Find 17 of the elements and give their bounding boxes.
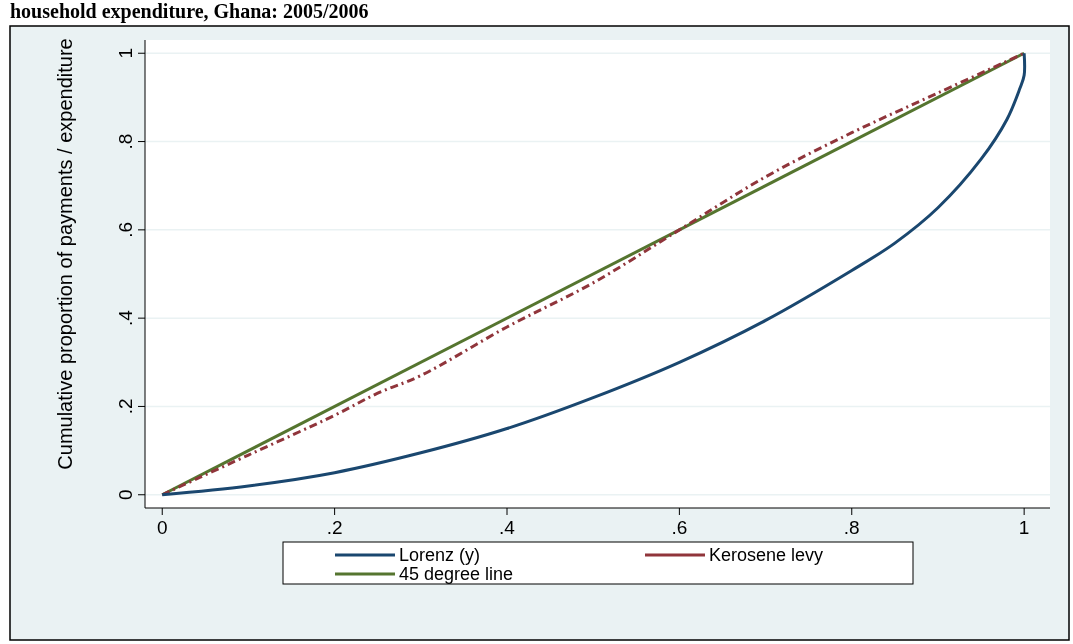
legend-label: Lorenz (y) — [399, 545, 481, 565]
y-tick-label: .6 — [115, 221, 136, 238]
y-tick-label: 0 — [115, 489, 136, 501]
x-tick-label: 1 — [1018, 517, 1030, 538]
x-tick-label: .2 — [326, 517, 343, 538]
x-tick-label: .4 — [499, 517, 516, 538]
x-tick-label: 0 — [156, 517, 168, 538]
y-tick-label: .2 — [115, 398, 136, 415]
y-tick-label: 1 — [115, 47, 136, 59]
y-tick-label: .8 — [115, 133, 136, 150]
y-tick-label: .4 — [115, 309, 136, 327]
legend-label: 45 degree line — [399, 564, 514, 584]
x-tick-label: .6 — [671, 517, 688, 538]
legend-label: Kerosene levy — [709, 545, 824, 565]
chart-title: household expenditure, Ghana: 2005/2006 — [10, 0, 369, 23]
y-axis-title: Cumulative proportion of payments / expenditure — [54, 38, 76, 470]
x-tick-label: .8 — [843, 517, 860, 538]
